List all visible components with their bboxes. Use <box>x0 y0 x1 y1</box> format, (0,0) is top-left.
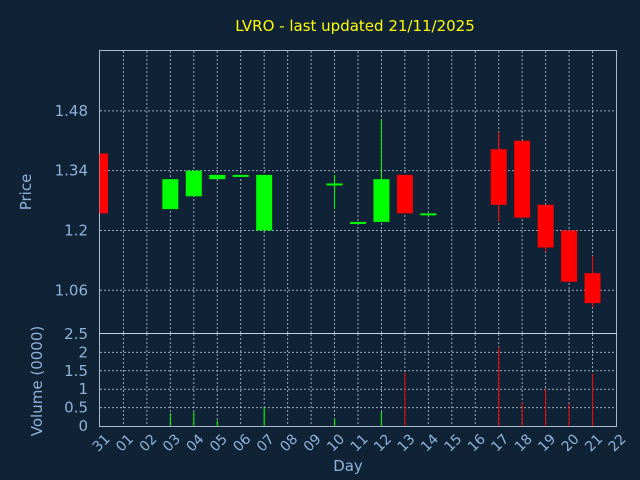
candle-body <box>162 179 179 210</box>
chart-title: LVRO - last updated 21/11/2025 <box>235 17 475 35</box>
candle-body <box>584 273 601 304</box>
x-axis-label: Day <box>333 457 363 475</box>
price-axis-label: Price <box>17 174 35 211</box>
x-tick-label: 03 <box>160 431 184 455</box>
candle-body <box>420 213 437 216</box>
volume-grid <box>100 334 616 426</box>
x-tick-label: 31 <box>90 431 114 455</box>
volume-plot-frame <box>99 333 617 427</box>
candle-body <box>490 149 507 205</box>
volume-bars <box>169 346 594 426</box>
x-tick-label: 16 <box>465 431 489 455</box>
x-tick-label: 15 <box>442 431 466 455</box>
x-tick-label: 01 <box>113 431 137 455</box>
price-tick-label: 1.2 <box>64 221 88 239</box>
x-tick-label: 06 <box>230 431 254 455</box>
volume-y-ticks: 00.511.522.5 <box>64 325 88 435</box>
candle-body <box>256 174 273 231</box>
volume-tick-label: 2.5 <box>64 325 88 343</box>
x-tick-label: 08 <box>277 431 301 455</box>
candle-body <box>373 179 390 222</box>
x-tick-label: 14 <box>418 431 442 455</box>
candle-body <box>396 174 413 214</box>
x-tick-label: 21 <box>582 431 606 455</box>
candle-body <box>326 183 343 186</box>
volume-tick-label: 1.5 <box>64 362 88 380</box>
candle-body <box>514 140 531 218</box>
candle-body <box>561 230 578 282</box>
candle-body <box>100 153 108 214</box>
price-y-ticks: 1.06 1.2 1.34 1.48 <box>55 102 88 299</box>
x-ticks: 31 01 02 03 04 05 06 07 08 09 10 11 12 13 14 15 16 17 18 19… <box>90 431 630 455</box>
price-tick-label: 1.48 <box>55 102 88 120</box>
x-tick-label: 05 <box>207 431 231 455</box>
x-tick-label: 20 <box>559 431 583 455</box>
volume-panel: 00.511.522.5 Volume (0000) <box>28 325 617 436</box>
x-tick-label: 09 <box>301 431 325 455</box>
candle-body <box>232 174 249 177</box>
x-tick-label: 04 <box>184 431 208 455</box>
candle-body <box>537 204 554 248</box>
price-tick-label: 1.34 <box>55 162 88 180</box>
x-tick-label: 12 <box>371 431 395 455</box>
candles <box>99 119 601 308</box>
x-tick-label: 17 <box>488 431 512 455</box>
x-tick-label: 18 <box>512 431 536 455</box>
volume-tick-label: 0 <box>78 417 88 435</box>
x-tick-label: 22 <box>606 431 630 455</box>
volume-axis-label: Volume (0000) <box>28 326 46 436</box>
x-tick-label: 07 <box>254 431 278 455</box>
x-tick-label: 10 <box>324 431 348 455</box>
volume-tick-label: 0.5 <box>64 399 88 417</box>
price-panel: 1.06 1.2 1.34 1.48 Price <box>17 50 617 334</box>
candle-body <box>209 174 226 180</box>
price-tick-label: 1.06 <box>55 281 88 299</box>
volume-tick-label: 1 <box>78 380 88 398</box>
candle-body <box>350 221 366 224</box>
x-tick-label: 13 <box>395 431 419 455</box>
x-tick-label: 02 <box>137 431 161 455</box>
x-tick-label: 11 <box>348 431 372 455</box>
x-tick-label: 19 <box>535 431 559 455</box>
volume-tick-label: 2 <box>78 343 88 361</box>
candle-body <box>185 170 202 197</box>
